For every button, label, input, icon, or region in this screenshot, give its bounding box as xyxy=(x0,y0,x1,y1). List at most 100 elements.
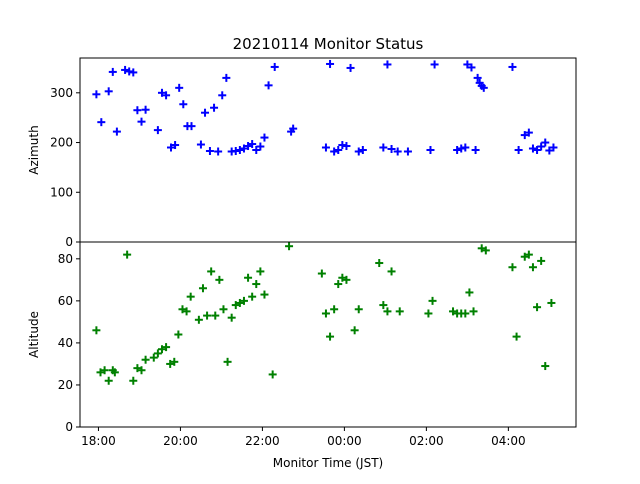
altitude-point xyxy=(215,275,224,284)
altitude-point xyxy=(537,256,546,265)
azimuth-point xyxy=(104,87,113,96)
altitude-y-axis-label: Altitude xyxy=(27,311,41,358)
altitude-point xyxy=(244,273,253,282)
azimuth-point xyxy=(252,146,261,154)
altitude-point xyxy=(198,284,207,293)
altitude-point xyxy=(469,307,478,316)
azimuth-point xyxy=(342,142,351,151)
altitude-point xyxy=(211,311,220,320)
altitude-point xyxy=(547,298,556,307)
azimuth-point xyxy=(334,146,343,154)
azimuth-y-tick-label: 100 xyxy=(50,185,73,199)
azimuth-point xyxy=(471,146,480,154)
altitude-point xyxy=(387,267,396,276)
altitude-point xyxy=(100,366,109,375)
azimuth-point xyxy=(205,146,214,155)
azimuth-point xyxy=(264,81,273,90)
altitude-point xyxy=(182,307,191,316)
altitude-point xyxy=(170,357,179,366)
altitude-point xyxy=(92,326,101,335)
x-axis-label: Monitor Time (JST) xyxy=(273,456,383,470)
azimuth-point xyxy=(354,147,363,156)
altitude-y-tick-label: 60 xyxy=(58,294,73,308)
altitude-point xyxy=(194,315,203,324)
x-tick-label: 22:00 xyxy=(245,434,280,448)
azimuth-point xyxy=(256,142,265,151)
altitude-point xyxy=(375,259,384,268)
altitude-point xyxy=(123,250,132,259)
azimuth-point xyxy=(524,128,533,137)
azimuth-point xyxy=(346,63,355,72)
altitude-point xyxy=(533,303,542,312)
azimuth-point xyxy=(179,100,188,109)
azimuth-point xyxy=(393,147,402,156)
azimuth-point xyxy=(383,60,392,69)
azimuth-point xyxy=(222,73,231,82)
azimuth-point xyxy=(461,143,470,152)
altitude-point xyxy=(424,309,433,318)
altitude-y-tick-label: 80 xyxy=(58,252,73,266)
azimuth-point xyxy=(479,83,488,92)
azimuth-point xyxy=(426,146,435,154)
altitude-point xyxy=(541,362,550,371)
azimuth-point xyxy=(129,68,138,77)
altitude-point xyxy=(252,280,261,289)
altitude-point xyxy=(350,326,359,335)
altitude-point xyxy=(512,332,521,341)
altitude-point xyxy=(248,292,257,301)
azimuth-panel: 0 100 200 300 Azimuth xyxy=(27,57,577,249)
altitude-point xyxy=(508,263,517,272)
altitude-point xyxy=(383,307,392,316)
altitude-point xyxy=(326,332,335,341)
altitude-point xyxy=(178,305,187,314)
azimuth-point xyxy=(112,127,121,136)
altitude-point xyxy=(96,368,105,377)
azimuth-point xyxy=(537,142,546,151)
altitude-point xyxy=(428,296,437,305)
azimuth-point xyxy=(162,91,171,100)
altitude-point xyxy=(481,246,490,255)
azimuth-point xyxy=(463,60,472,69)
altitude-point xyxy=(338,273,347,282)
azimuth-point xyxy=(358,146,367,154)
azimuth-point xyxy=(133,106,142,115)
x-tick-label: 00:00 xyxy=(327,434,362,448)
altitude-point xyxy=(219,305,228,314)
altitude-point xyxy=(354,305,363,314)
azimuth-point xyxy=(92,90,101,99)
azimuth-point xyxy=(289,124,298,133)
azimuth-point xyxy=(214,147,223,156)
azimuth-point xyxy=(187,122,196,131)
altitude-point xyxy=(256,267,265,276)
azimuth-point xyxy=(321,143,330,152)
altitude-point xyxy=(260,290,269,299)
azimuth-y-tick-label: 0 xyxy=(65,235,73,249)
x-tick-label: 18:00 xyxy=(81,434,116,448)
altitude-point xyxy=(317,269,326,278)
altitude-axes-frame xyxy=(79,241,577,428)
azimuth-point xyxy=(137,117,146,126)
altitude-y-tick-label: 40 xyxy=(58,336,73,350)
azimuth-point xyxy=(171,141,180,150)
azimuth-point xyxy=(121,65,130,74)
azimuth-point xyxy=(326,59,335,68)
altitude-y-tick-label: 0 xyxy=(65,420,73,434)
azimuth-point xyxy=(141,105,150,114)
azimuth-point xyxy=(108,67,117,76)
altitude-point xyxy=(157,345,166,354)
altitude-y-tick-label: 20 xyxy=(58,378,73,392)
azimuth-point xyxy=(239,144,248,153)
azimuth-point xyxy=(196,140,205,149)
azimuth-point xyxy=(520,131,529,140)
altitude-point xyxy=(223,357,232,366)
altitude-point xyxy=(203,311,212,320)
azimuth-y-tick-label: 300 xyxy=(50,86,73,100)
altitude-point xyxy=(174,330,183,339)
x-tick-label: 04:00 xyxy=(491,434,526,448)
azimuth-point xyxy=(175,83,184,92)
azimuth-point xyxy=(330,147,339,156)
altitude-point xyxy=(153,349,162,358)
altitude-point xyxy=(334,280,343,289)
altitude-point xyxy=(321,309,330,318)
